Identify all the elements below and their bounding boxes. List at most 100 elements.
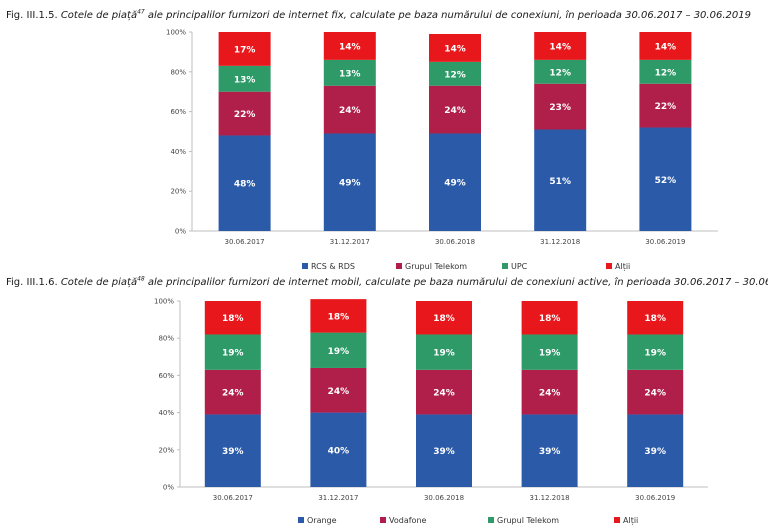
bar-segment-rcs-rds [218,135,271,231]
data-label: 39% [644,447,666,457]
data-label: 19% [328,347,350,357]
data-label: 24% [444,106,466,116]
bar-segment-al-ii [521,301,578,335]
bar-segment-upc [429,61,481,86]
data-label: 24% [328,387,350,397]
bar-segment-rcs-rds [639,127,692,231]
legend-swatch [302,263,308,269]
data-label: 14% [444,44,466,54]
data-label: 17% [234,45,256,55]
figure-number: Fig. III.1.6. [6,277,58,288]
y-tick-label: 40% [170,148,186,156]
legend-label: RCS & RDS [311,262,355,271]
bar-segment-al-ii [416,301,472,335]
data-label: 24% [644,389,666,399]
bar-segment-vodafone [416,369,472,415]
data-label: 18% [644,314,666,324]
data-label: 22% [234,110,256,120]
legend-swatch [606,263,612,269]
data-label: 49% [339,179,361,189]
figure-number: Fig. III.1.5. [6,10,58,21]
legend-swatch [488,517,494,523]
data-label: 14% [339,42,361,52]
data-label: 14% [655,42,677,52]
legend-swatch [502,263,508,269]
data-label: 12% [655,68,677,78]
y-tick-label: 80% [158,335,174,343]
bar-segment-al-ii [218,32,271,66]
x-tick-label: 30.06.2018 [435,238,475,246]
data-label: 51% [549,177,571,187]
bar-segment-upc [323,59,376,86]
bar-segment-al-ii [204,301,261,335]
bar-segment-grupul-telekom [323,85,376,134]
bar-segment-orange [416,414,472,487]
bar-segment-al-ii [323,32,376,60]
legend-label: UPC [511,262,528,271]
y-tick-label: 60% [170,108,186,116]
x-tick-label: 30.06.2018 [424,494,464,502]
stacked-bar-chart-mobile-internet: 0% 20% 40% 60% 80% 100% 39% 24% 19% 18% 30.06.2017… [154,298,708,526]
data-label: 52% [655,176,677,186]
legend-label: Grupul Telekom [405,262,467,271]
bar-segment-grupul-telekom [639,83,692,128]
y-tick-label: 100% [166,29,186,37]
bar-segment-rcs-rds [429,133,481,231]
bar-segment-al-ii [534,32,587,60]
legend-label: Grupul Telekom [497,516,559,525]
figure-title-rest: ale principalilor furnizori de internet … [144,277,768,288]
data-label: 18% [539,314,561,324]
bar-segment-vodafone [310,367,367,413]
stacked-bar-chart-fixed-internet: 0% 20% 40% 60% 80% 100% 48% 22% 13% 17% 30.06.2017… [166,29,718,272]
figure-title-rest: ale principalilor furnizori de internet … [144,10,751,21]
bar-segment-grupul-telekom [429,85,481,134]
figure-title-start: Cotele de piață [60,10,138,21]
bar-segment-al-ii [429,33,481,62]
legend-label: Alții [623,516,638,526]
data-label: 13% [339,69,361,79]
legend-swatch [614,517,620,523]
legend-swatch [298,517,304,523]
data-label: 48% [234,180,256,190]
data-label: 39% [433,447,455,457]
y-tick-label: 0% [175,228,186,236]
bar-segment-al-ii [627,301,684,335]
legend-swatch [380,517,386,523]
y-tick-label: 40% [158,409,174,417]
figure-caption-2: Fig. III.1.6. Cotele de piață48 ale prin… [6,275,768,289]
footnote-ref: 48 [137,275,145,283]
x-tick-label: 30.06.2019 [635,494,675,502]
data-label: 12% [549,68,571,78]
bar-segment-vodafone [204,369,261,415]
y-tick-label: 80% [170,68,186,76]
data-label: 13% [234,75,256,85]
bar-segment-upc [218,65,271,92]
x-tick-label: 30.06.2017 [213,494,253,502]
figure-title: Cotele de piață47 ale principalilor furn… [60,8,751,21]
y-tick-label: 20% [158,446,174,454]
y-tick-label: 100% [154,298,174,306]
bar-segment-grupul-telekom [204,334,261,370]
data-label: 14% [549,42,571,52]
bar-segment-vodafone [627,369,684,415]
bar-segment-grupul-telekom [218,91,271,136]
data-label: 19% [222,349,244,359]
data-label: 49% [444,179,466,189]
bar-segment-al-ii [310,299,367,333]
data-label: 19% [644,349,666,359]
figure-title: Cotele de piață48 ale principalilor furn… [61,275,768,288]
bar-segment-orange [521,414,578,487]
data-label: 24% [433,389,455,399]
legend-label: Orange [307,516,337,525]
x-tick-label: 31.12.2017 [318,494,358,502]
bar-segment-orange [204,414,261,487]
footnote-ref: 47 [137,8,145,16]
x-tick-label: 30.06.2019 [645,238,685,246]
data-label: 19% [539,349,561,359]
y-tick-label: 20% [170,188,186,196]
data-label: 24% [222,389,244,399]
bar-segment-orange [627,414,684,487]
data-label: 18% [328,312,350,322]
data-label: 22% [655,102,677,112]
legend-label: Vodafone [389,516,427,525]
